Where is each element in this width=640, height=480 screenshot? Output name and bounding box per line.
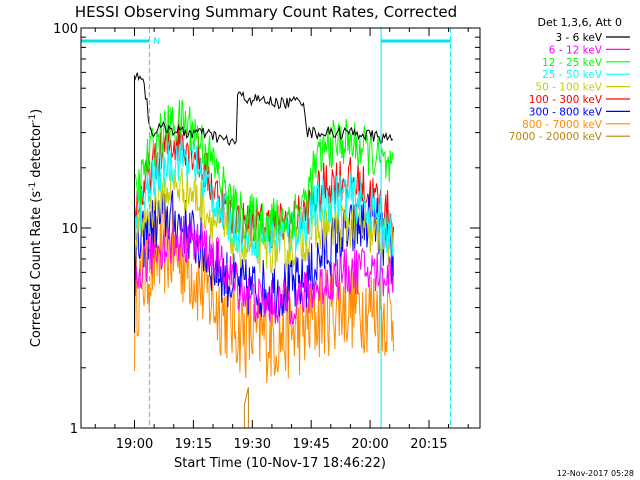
series-line-300-800-kev (134, 190, 395, 319)
series-line-3-6-kev (134, 72, 394, 147)
y-axis: 100 10 1 (53, 22, 480, 437)
generation-timestamp: 12-Nov-2017 05:28 (557, 469, 634, 478)
x-tick-label-3: 19:45 (292, 437, 329, 452)
x-axis-label: Start Time (10-Nov-17 18:46:22) (174, 456, 386, 471)
x-axis: 19:00 19:15 19:30 19:45 20:00 20:15 (94, 28, 469, 452)
series-line-6-12-kev (134, 215, 395, 326)
legend-label-100-300-kev: 100 - 300 keV (529, 94, 603, 106)
legend-label-25-50-kev: 25 - 50 keV (542, 69, 603, 81)
legend-label-50-100-kev: 50 - 100 keV (535, 82, 602, 94)
series-line-7000-20000-kev (243, 387, 251, 429)
y-tick-label-1: 10 (61, 222, 78, 237)
y-axis-label-mid: detector (29, 122, 44, 182)
legend-label-7000-20000-kev: 7000 - 20000 keV (509, 131, 603, 143)
x-tick-label-5: 20:15 (410, 437, 447, 452)
legend-label-3-6-kev: 3 - 6 keV (555, 32, 602, 44)
y-tick-label-0: 100 (53, 22, 78, 37)
series-line-800-7000-kev (134, 204, 395, 384)
data-layer (134, 72, 395, 429)
legend-label-300-800-kev: 300 - 800 keV (529, 106, 603, 118)
y-axis-label: Corrected Count Rate (s-1 detector-1) (28, 109, 44, 347)
x-tick-label-0: 19:00 (116, 437, 153, 452)
legend-label-6-12-kev: 6 - 12 keV (549, 44, 603, 56)
legend-label-800-7000-kev: 800 - 7000 keV (522, 119, 603, 131)
legend-title: Det 1,3,6, Att 0 (538, 16, 622, 29)
y-axis-label-main: Corrected Count Rate (s (29, 191, 44, 348)
y-axis-label-end: ) (29, 109, 44, 114)
y-tick-label-2: 1 (70, 422, 78, 437)
chart-title: HESSI Observing Summary Count Rates, Cor… (75, 3, 457, 21)
y-axis-label-sup2: -1 (28, 114, 38, 123)
attenuator-bar-label-1: N (153, 37, 160, 47)
x-tick-label-1: 19:15 (175, 437, 212, 452)
x-tick-label-2: 19:30 (234, 437, 271, 452)
span-layer: N (81, 28, 452, 428)
y-axis-label-sup1: -1 (28, 182, 38, 191)
legend-label-12-25-kev: 12 - 25 keV (542, 57, 603, 69)
x-tick-label-4: 20:00 (351, 437, 388, 452)
